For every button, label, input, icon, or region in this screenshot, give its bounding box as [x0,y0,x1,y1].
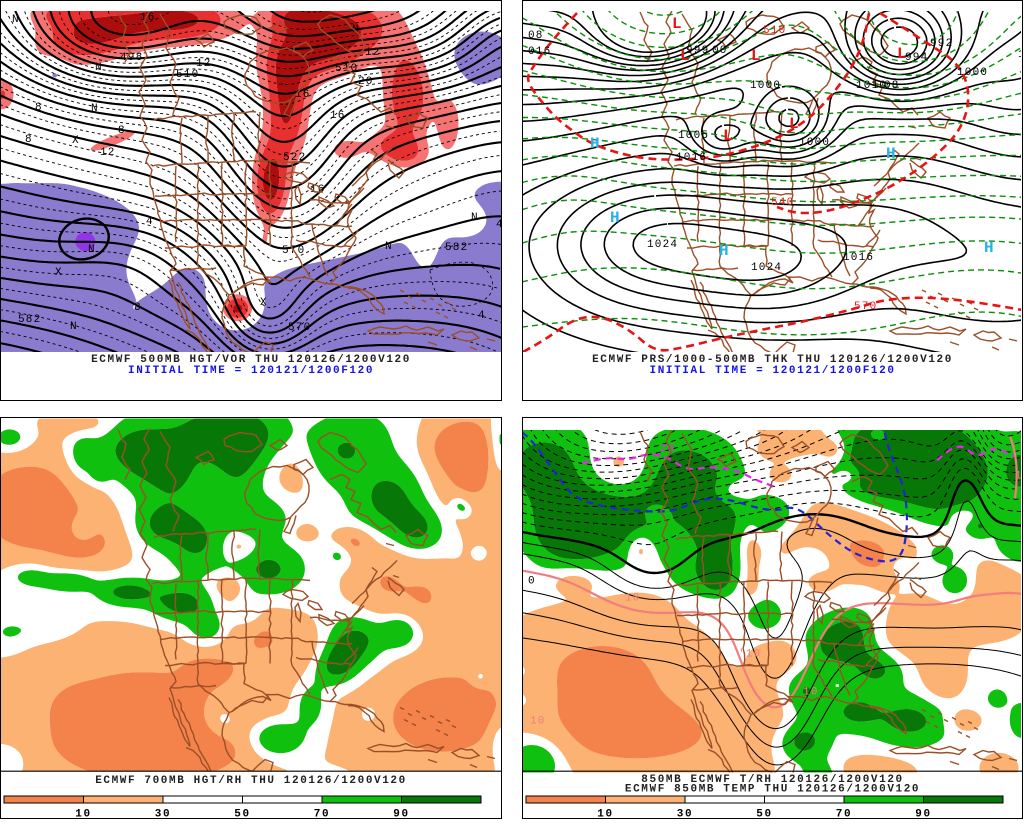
svg-text:16: 16 [140,12,156,24]
svg-text:L: L [789,115,799,133]
svg-text:992: 992 [930,38,953,50]
svg-text:'10: '10 [738,649,761,661]
svg-text:570: 570 [282,245,305,257]
svg-text:INITIAL TIME = 120121/1200F120: INITIAL TIME = 120121/1200F120 [650,365,896,377]
svg-text:8: 8 [25,134,33,146]
svg-text:H: H [719,242,729,260]
svg-text:1024: 1024 [751,262,782,274]
svg-text:10: 10 [1018,49,1024,61]
svg-text:X: X [55,267,63,279]
svg-text:1024: 1024 [647,239,678,251]
svg-text:016: 016 [528,46,551,58]
svg-text:994: 994 [905,52,928,64]
svg-text:ECMWF 500MB HGT/VOR THU 120126: ECMWF 500MB HGT/VOR THU 120126/1200V120 [91,354,411,366]
svg-text:ECMWF 700MB HGT/RH THU 120126/: ECMWF 700MB HGT/RH THU 120126/1200V120 [95,775,407,787]
svg-text:70: 70 [314,809,330,820]
svg-text:H: H [886,145,896,163]
svg-text:8: 8 [118,125,126,137]
svg-text:L: L [680,47,690,65]
svg-text:16: 16 [310,184,326,196]
svg-text:30: 30 [677,809,693,820]
svg-text:10: 10 [1015,471,1024,483]
svg-text:1016: 1016 [843,252,874,264]
svg-text:50: 50 [756,809,772,820]
svg-text:H: H [590,135,600,153]
svg-text:582: 582 [18,314,41,326]
svg-text:N: N [95,62,103,74]
svg-text:10: 10 [597,809,613,820]
svg-text:N: N [385,241,393,253]
svg-text:540: 540 [771,197,794,209]
svg-text:70: 70 [836,809,852,820]
svg-text:N: N [91,103,99,115]
svg-text:522: 522 [283,152,306,164]
svg-text:L: L [723,127,733,145]
svg-text:10: 10 [530,716,546,728]
svg-text:1000: 1000 [750,80,781,92]
svg-text:498: 498 [120,52,143,64]
svg-text:570: 570 [854,301,877,313]
svg-text:30: 30 [155,809,171,820]
svg-text:08: 08 [884,80,900,92]
svg-text:H: H [610,209,620,227]
svg-text:L: L [897,45,907,63]
svg-text:510: 510 [176,69,199,81]
svg-text:L: L [672,15,682,33]
svg-text:N: N [471,212,479,224]
svg-text:50: 50 [234,809,250,820]
svg-text:L: L [751,47,761,65]
svg-text:12: 12 [100,147,116,159]
svg-text:1016: 1016 [676,152,707,164]
svg-text:ECMWF PRS/1000-500MB THK THU 1: ECMWF PRS/1000-500MB THK THU 120126/1200… [592,354,953,366]
svg-text:1005: 1005 [678,130,709,142]
svg-text:570: 570 [288,322,311,334]
svg-text:8: 8 [134,302,142,314]
svg-text:850MB ECMWF T/RH 120126/1200V1: 850MB ECMWF T/RH 120126/1200V120 [641,774,903,786]
svg-text:10: 10 [75,809,91,820]
svg-text:8: 8 [35,102,43,114]
svg-text:510: 510 [763,25,786,37]
svg-text:H: H [984,239,994,257]
svg-text:N: N [70,321,78,333]
svg-text:08: 08 [528,30,544,42]
svg-text:ECMWF 850MB TEMP THU 120126/12: ECMWF 850MB TEMP THU 120126/1200V120 [625,784,920,796]
svg-text:00: 00 [712,45,728,57]
svg-text:582: 582 [445,242,468,254]
svg-text:N: N [88,244,96,256]
svg-text:0: 0 [528,576,536,588]
svg-text:90: 90 [393,809,409,820]
svg-text:16: 16 [330,110,346,122]
svg-text:4: 4 [146,216,154,228]
svg-text:12: 12 [365,47,381,59]
svg-text:16: 16 [295,89,311,101]
svg-text:20: 20 [358,76,374,88]
svg-text:4: 4 [478,310,486,322]
svg-text:N: N [12,14,20,26]
svg-text:1000: 1000 [957,67,988,79]
svg-text:10: 10 [803,687,819,699]
svg-text:1000: 1000 [799,137,830,149]
svg-text:4: 4 [496,219,504,231]
svg-text:10: 10 [625,593,641,605]
svg-text:12: 12 [196,58,212,70]
svg-text:X: X [72,135,80,147]
svg-text:999: 999 [686,45,709,57]
svg-text:INITIAL TIME = 120121/1200F120: INITIAL TIME = 120121/1200F120 [128,365,374,377]
svg-text:1010: 1010 [856,80,887,92]
svg-text:90: 90 [915,809,931,820]
svg-text:X: X [260,297,268,309]
